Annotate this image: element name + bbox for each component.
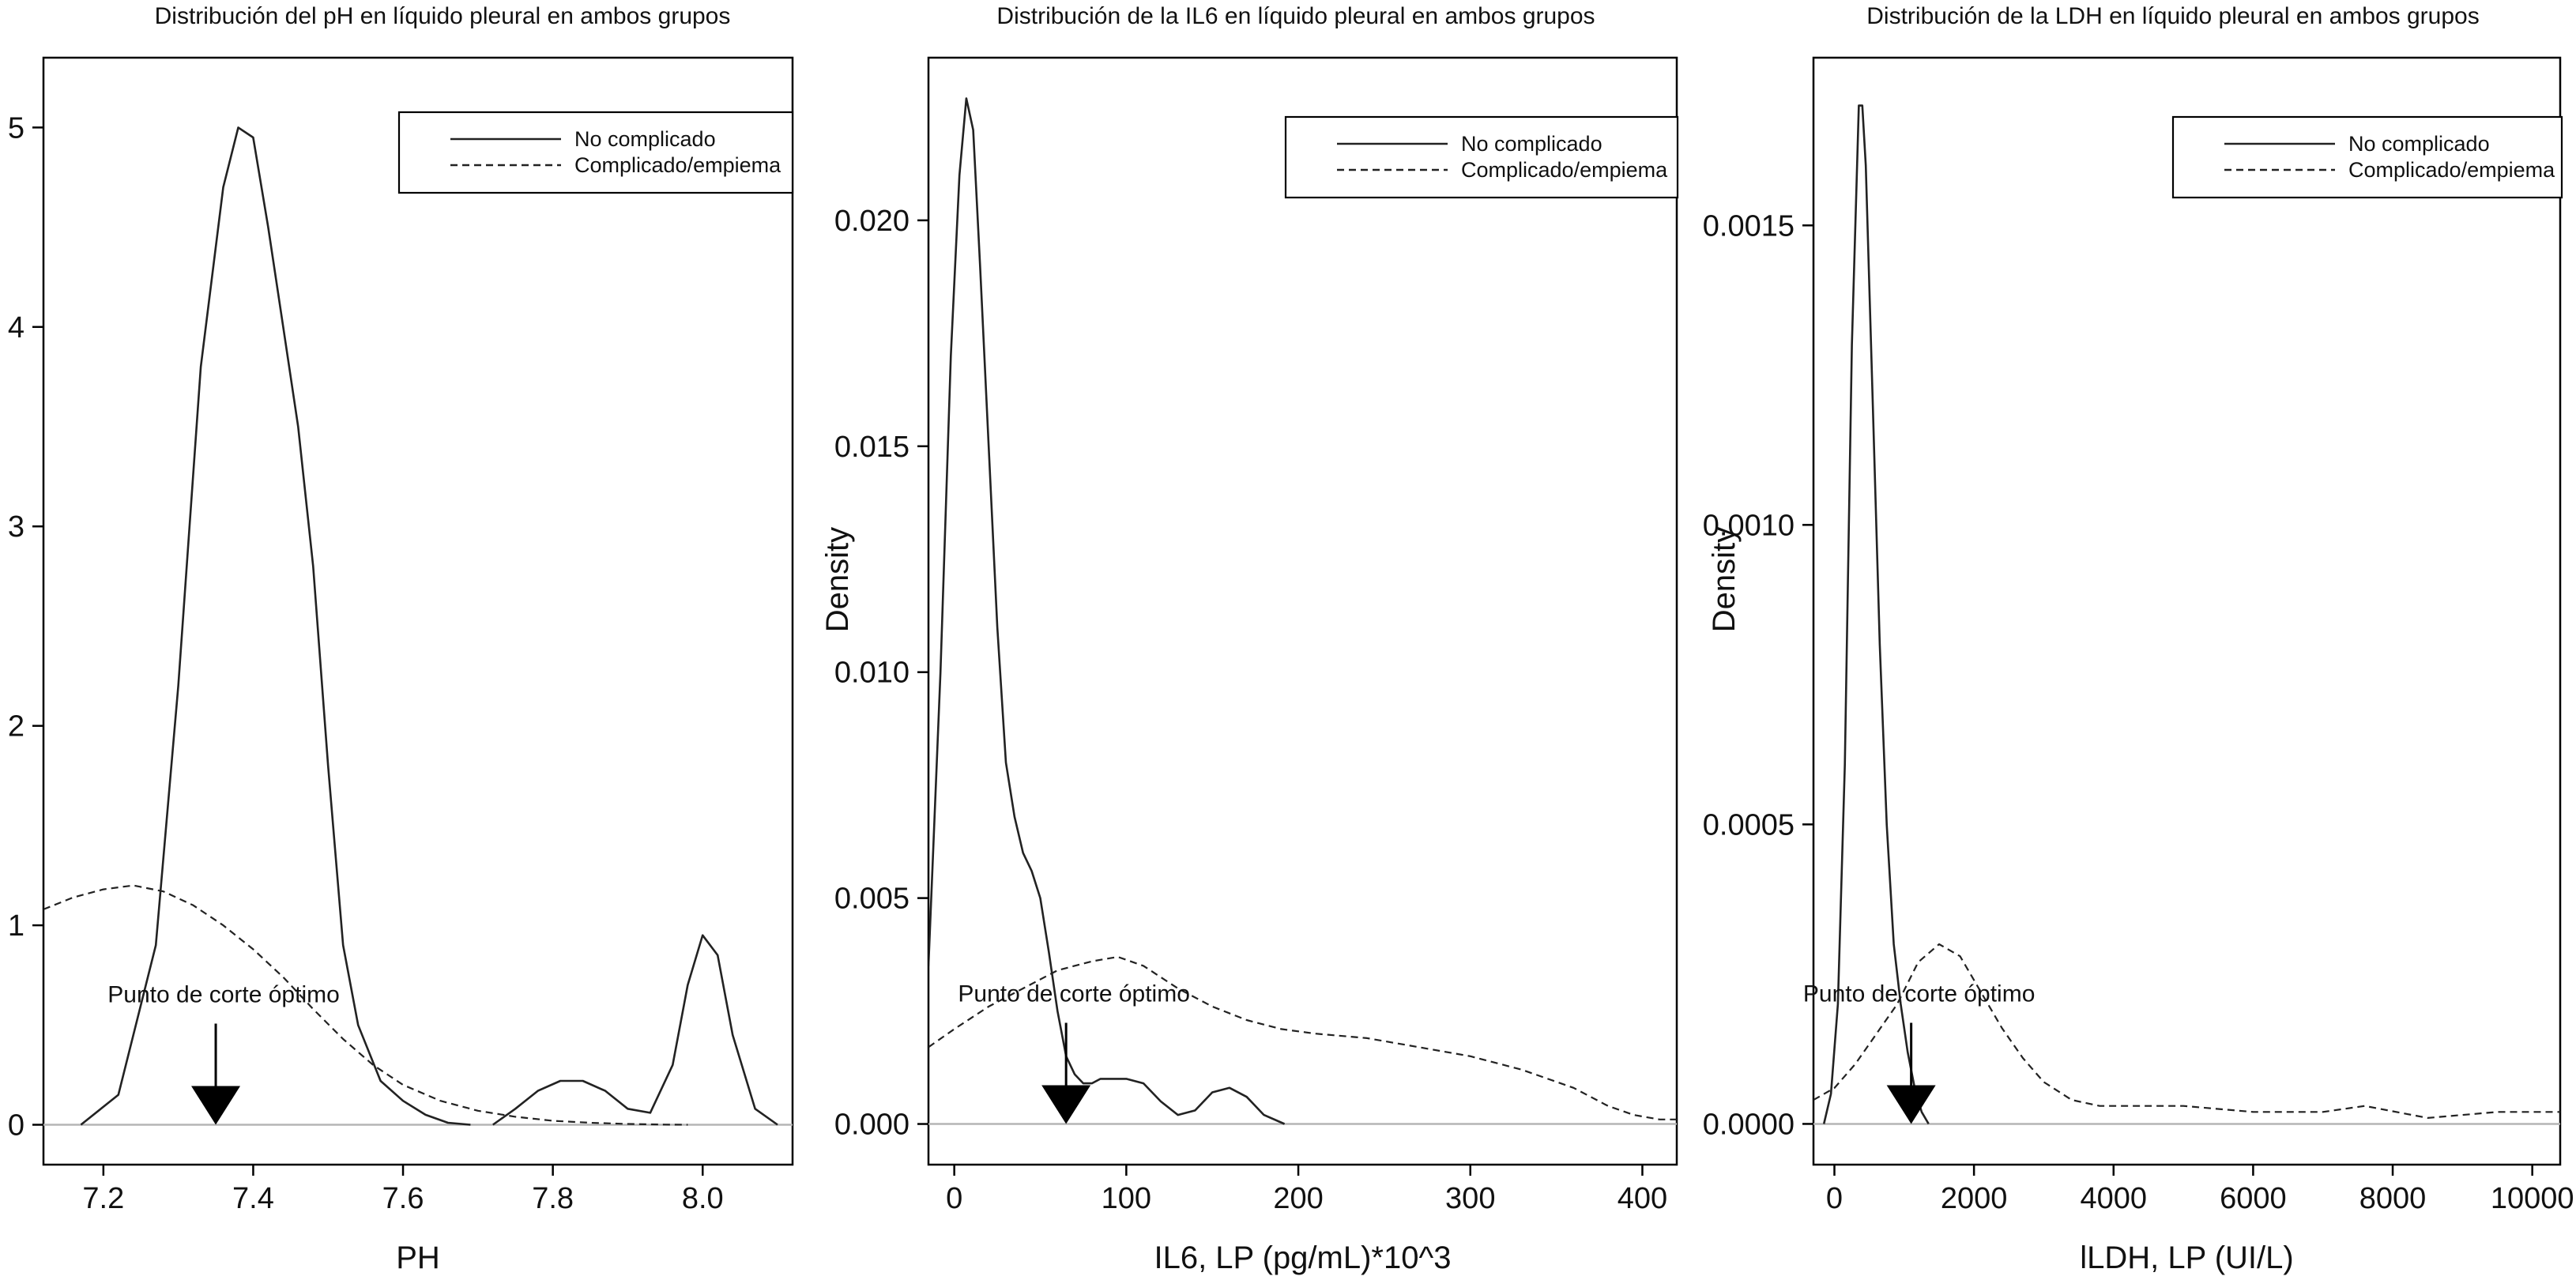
- cutoff-annotation: Punto de corte óptimo: [958, 981, 1190, 1124]
- x-tick-label: 7.6: [382, 1182, 424, 1215]
- chart-panel-1: Distribución del pH en líquido pleural e…: [8, 3, 794, 1275]
- cutoff-arrow-head: [191, 1086, 241, 1125]
- density-curve-no-complicado: [80, 126, 471, 1126]
- x-axis-label: IL6, LP (pg/mL)*10^3: [1154, 1240, 1451, 1275]
- x-axis-label: PH: [396, 1240, 440, 1275]
- x-tick-label: 10000: [2491, 1182, 2574, 1215]
- cutoff-arrow-head: [1041, 1085, 1091, 1124]
- plot-frame: [1812, 56, 2562, 1166]
- cutoff-annotation-text: Punto de corte óptimo: [107, 982, 340, 1008]
- x-tick-label: 7.8: [532, 1182, 574, 1215]
- cutoff-annotation: Punto de corte óptimo: [107, 982, 340, 1125]
- legend-box: [397, 111, 794, 194]
- x-tick-label: 8.0: [682, 1182, 724, 1215]
- legend-entry-label: Complicado/empiema: [2348, 158, 2555, 182]
- x-tick-label: 0: [1826, 1182, 1843, 1215]
- y-tick-label: 0.010: [834, 657, 910, 690]
- legend-entry-label: No complicado: [1461, 132, 1602, 156]
- density-curve-complicado: [43, 884, 688, 1126]
- y-axis-label: Density: [820, 527, 855, 632]
- y-tick-label: 1: [8, 909, 24, 943]
- chart-panel-2: Distribución de la IL6 en líquido pleura…: [820, 3, 1679, 1275]
- y-tick-label: 0.005: [834, 883, 910, 916]
- density-curve-complicado: [1813, 943, 2560, 1120]
- cutoff-arrow-head: [1886, 1085, 1936, 1124]
- legend-entry-label: No complicado: [574, 127, 716, 151]
- x-tick-label: 7.4: [232, 1182, 274, 1215]
- x-tick-label: 300: [1445, 1182, 1495, 1215]
- x-tick-label: 7.2: [82, 1182, 124, 1215]
- y-tick-label: 0.0005: [1703, 808, 1795, 841]
- chart-title: Distribución del pH en líquido pleural e…: [155, 3, 731, 29]
- y-tick-label: 0.0000: [1703, 1108, 1795, 1141]
- y-tick-label: 0.020: [834, 205, 910, 238]
- y-tick-label: 0.015: [834, 431, 910, 464]
- density-curve-no-complicado: [492, 934, 778, 1126]
- cutoff-annotation: Punto de corte óptimo: [1803, 981, 2036, 1124]
- plot-frame: [42, 56, 794, 1166]
- x-tick-label: 6000: [2220, 1182, 2287, 1215]
- legend-box: [1284, 115, 1679, 199]
- y-tick-label: 4: [8, 311, 24, 344]
- x-tick-label: 4000: [2080, 1182, 2147, 1215]
- x-tick-label: 400: [1618, 1182, 1667, 1215]
- y-axis-label: Density: [1707, 527, 1742, 632]
- legend-entry-label: No complicado: [2348, 132, 2490, 156]
- x-tick-label: 8000: [2359, 1182, 2427, 1215]
- density-curve-complicado: [928, 955, 1677, 1120]
- y-tick-label: 2: [8, 710, 24, 744]
- x-axis-label: lLDH, LP (UI/L): [2080, 1240, 2293, 1275]
- density-curve-no-complicado: [928, 97, 1286, 1125]
- cutoff-annotation-text: Punto de corte óptimo: [958, 981, 1190, 1007]
- x-tick-label: 200: [1273, 1182, 1323, 1215]
- chart-panel-3: Distribución de la LDH en líquido pleura…: [1703, 3, 2574, 1275]
- x-tick-label: 0: [946, 1182, 962, 1215]
- y-tick-label: 0.0010: [1703, 509, 1795, 542]
- y-tick-label: 0.0015: [1703, 209, 1795, 243]
- y-tick-label: 3: [8, 510, 24, 544]
- cutoff-annotation-text: Punto de corte óptimo: [1803, 981, 2036, 1007]
- y-tick-label: 0.000: [834, 1109, 910, 1142]
- y-tick-label: 5: [8, 111, 24, 145]
- chart-title: Distribución de la LDH en líquido pleura…: [1866, 3, 2479, 29]
- chart-title: Distribución de la IL6 en líquido pleura…: [996, 3, 1595, 29]
- x-tick-label: 100: [1102, 1182, 1151, 1215]
- legend-entry-label: Complicado/empiema: [574, 153, 781, 177]
- density-curve-no-complicado: [1822, 104, 1930, 1125]
- plot-frame: [927, 56, 1678, 1166]
- legend-box: [2171, 115, 2563, 199]
- legend-entry-label: Complicado/empiema: [1461, 158, 1668, 182]
- y-tick-label: 0: [8, 1109, 24, 1143]
- x-tick-label: 2000: [1941, 1182, 2008, 1215]
